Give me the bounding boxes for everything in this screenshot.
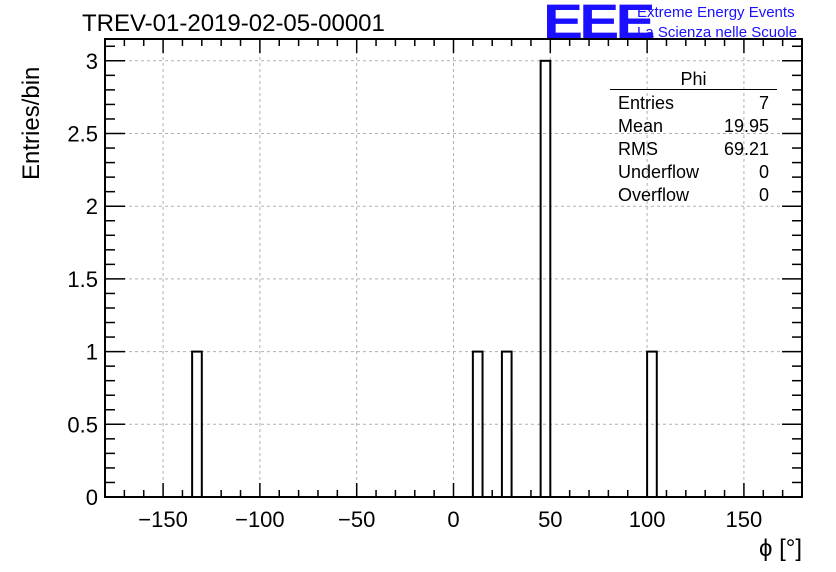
tick-labels: −150 −100 −50 0 50 100 150 0 0.5 1 1.5 2 2.5 3 xyxy=(67,49,762,532)
chart-title: TREV-01-2019-02-05-00001 xyxy=(82,10,385,37)
x-tick-label: 100 xyxy=(629,507,666,532)
grid-lines xyxy=(105,39,802,497)
stats-label: Underflow xyxy=(618,162,700,182)
stats-value: 0 xyxy=(758,185,769,205)
y-tick-label: 1 xyxy=(86,340,98,365)
y-axis-label: Entries/bin xyxy=(18,66,45,180)
y-tick-label: 0.5 xyxy=(67,412,98,437)
stats-row-rms: RMS 69.21 xyxy=(610,138,777,161)
logo-caption: Extreme Energy Events La Scienza nelle S… xyxy=(637,3,797,43)
y-tick-label: 0 xyxy=(86,485,98,510)
x-axis-label: ϕ [°] xyxy=(758,535,802,562)
logo-caption-line1: Extreme Energy Events xyxy=(637,4,795,21)
stats-row-underflow: Underflow 0 xyxy=(610,161,777,184)
eee-logo: EEE xyxy=(543,0,656,49)
x-tick-label: 0 xyxy=(447,507,459,532)
y-tick-label: 2.5 xyxy=(67,122,98,147)
stats-value: 19.95 xyxy=(723,116,769,136)
stats-label: Entries xyxy=(618,93,675,113)
axis-ticks xyxy=(105,39,802,498)
x-tick-label: −100 xyxy=(235,507,285,532)
stats-label: Mean xyxy=(618,116,664,136)
x-tick-label: −50 xyxy=(338,507,375,532)
x-tick-label: 50 xyxy=(538,507,562,532)
y-tick-label: 3 xyxy=(86,49,98,74)
stats-label: RMS xyxy=(618,139,658,159)
stats-value: 7 xyxy=(758,93,769,113)
x-tick-label: 150 xyxy=(726,507,763,532)
stats-value: 0 xyxy=(758,162,769,182)
y-tick-label: 2 xyxy=(86,194,98,219)
y-tick-label: 1.5 xyxy=(67,267,98,292)
stats-title: Phi xyxy=(610,69,777,90)
stats-row-mean: Mean 19.95 xyxy=(610,115,777,138)
stats-value: 69.21 xyxy=(723,139,769,159)
stats-box: Phi Entries 7 Mean 19.95 RMS 69.21 Under… xyxy=(610,69,777,207)
logo-caption-line2: La Scienza nelle Scuole xyxy=(637,24,798,41)
x-tick-label: −150 xyxy=(138,507,188,532)
stats-row-entries: Entries 7 xyxy=(610,92,777,115)
stats-label: Overflow xyxy=(618,185,690,205)
stats-row-overflow: Overflow 0 xyxy=(610,184,777,207)
